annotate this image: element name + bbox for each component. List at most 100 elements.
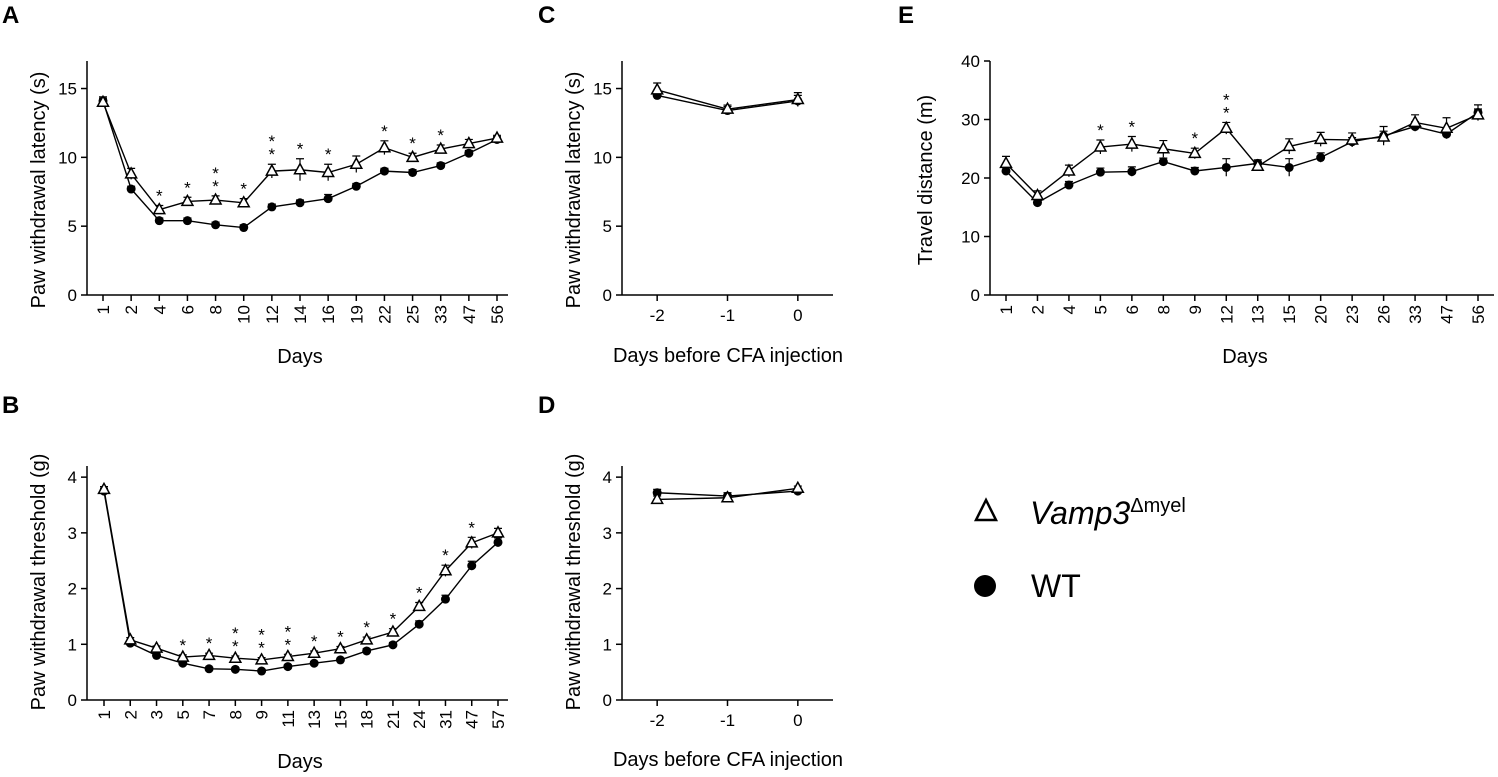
panel-e-x-tick-label: 20	[1312, 305, 1331, 324]
panel-a-wt-point	[464, 148, 474, 158]
panel-e-x-tick-label: 4	[1060, 305, 1079, 314]
panel-a-x-tick-label: 12	[263, 305, 282, 324]
panel-b-wt-point	[309, 658, 319, 668]
panel-e-significance-star: *	[1223, 90, 1230, 109]
panel-e-x-tick-label: 8	[1154, 305, 1173, 314]
panel-a-wt-point	[182, 216, 192, 226]
panel-a-vamp-point	[349, 156, 364, 169]
panel-a-wt-point	[379, 166, 389, 176]
panel-b-wt-point	[440, 594, 450, 604]
panel-e-x-tick-label: 56	[1469, 305, 1488, 324]
panel-b-significance-star: *	[363, 618, 370, 637]
panel-a-x-tick-label: 2	[122, 305, 141, 314]
panel-d-vamp-point	[650, 491, 664, 505]
panel-e-y-tick-label: 20	[961, 169, 980, 188]
panel-b-xlabel: Days	[277, 751, 323, 773]
panel-e-vamp-point	[1093, 139, 1108, 152]
panel-b-y-tick-label: 4	[68, 468, 77, 487]
panel-a-vamp-point	[462, 136, 476, 149]
panel-a-wt-point	[408, 167, 418, 177]
panel-b-x-tick-label: 13	[305, 710, 324, 729]
panel-e-x-tick-label: 15	[1280, 305, 1299, 324]
panel-b-wt-point	[152, 650, 162, 660]
panel-e-x-tick-label: 26	[1375, 305, 1394, 324]
panel-b-significance-star: *	[285, 635, 292, 654]
panel-b-x-tick-label: 21	[384, 710, 403, 729]
panel-a-x-tick-label: 19	[347, 305, 366, 324]
panel-b-wt-point	[335, 655, 345, 665]
panel-a-vamp-point	[180, 193, 195, 207]
panel-a-significance-star: *	[212, 177, 219, 196]
panel-a-x-tick-label: 16	[319, 305, 338, 324]
panel-b-vamp-point	[438, 563, 453, 576]
panel-e-y-tick-label: 0	[971, 286, 980, 305]
panel-b-x-tick-label: 47	[463, 710, 482, 729]
panel-a-vamp-point	[405, 149, 420, 163]
panel-a-wt-point	[323, 194, 333, 204]
panel-b-significance-star: *	[285, 622, 292, 641]
panel-e-wt-point	[1158, 157, 1168, 167]
panel-e-vamp-point	[1156, 141, 1171, 154]
panel-d-y-tick-label: 2	[603, 580, 612, 599]
panel-a-y-tick-label: 5	[68, 217, 77, 236]
panel-b-wt-point	[283, 662, 293, 672]
panel-b-significance-star: *	[416, 584, 423, 603]
panel-a-significance-star: *	[297, 140, 304, 159]
panel-e-significance-star: *	[1129, 117, 1136, 136]
panel-e-x-tick-label: 1	[997, 305, 1016, 314]
panel-e-wt-point	[1316, 153, 1326, 163]
panel-e-wt-point	[1095, 167, 1105, 177]
panel-a-significance-star: *	[325, 145, 332, 164]
panel-e-y-tick-label: 40	[961, 52, 980, 71]
panel-a-vamp-point	[321, 164, 335, 178]
panel-b-x-tick-label: 2	[121, 710, 140, 719]
panel-d-x-tick-label: -2	[650, 711, 665, 730]
panel-b-y-tick-label: 2	[68, 580, 77, 599]
legend-open-triangle-marker	[973, 497, 999, 522]
panel-b-vamp-point	[491, 525, 505, 538]
panel-b-wt-point	[493, 537, 503, 547]
panel-e-x-tick-label: 9	[1186, 305, 1205, 314]
panel-b-significance-star: *	[232, 637, 239, 656]
panel-a-vamp-point	[96, 94, 110, 108]
panel-e-vamp-point	[1030, 187, 1045, 201]
panel-a-significance-star: *	[409, 134, 416, 153]
panel-a-x-tick-label: 22	[375, 305, 394, 324]
panel-a-wt-point	[154, 216, 164, 226]
panel-b-wt-point	[257, 666, 267, 676]
panel-e-y-tick-label: 30	[961, 111, 980, 130]
panel-a-vamp-point	[236, 195, 251, 208]
panel-d-vamp-point	[720, 490, 735, 503]
panel-b-significance-star: *	[311, 632, 318, 651]
panel-c-ylabel: Paw withdrawal latency (s)	[563, 72, 585, 309]
panel-b-y-tick-label: 1	[68, 635, 77, 654]
panel-e-wt-point	[1284, 162, 1294, 172]
panel-a-x-tick-label: 56	[488, 305, 507, 324]
panel-e-x-tick-label: 12	[1217, 305, 1236, 324]
panel-d-y-tick-label: 3	[603, 524, 612, 543]
panel-e-x-tick-label: 6	[1123, 305, 1142, 314]
panel-e-wt-point	[1064, 180, 1074, 190]
panel-c-plot: 0 5 10 15 -2 -1 0	[593, 61, 833, 325]
panel-e-xlabel: Days	[1222, 346, 1268, 368]
panel-c-vamp-point	[650, 82, 664, 95]
panel-c-y-tick-label: 10	[593, 148, 612, 167]
panel-d-xlabel: Days before CFA injection	[613, 749, 843, 771]
panel-a-vamp-point	[265, 163, 279, 176]
panel-b-vamp-point	[386, 624, 400, 637]
panel-c-x-tick-label: -2	[650, 306, 665, 325]
panel-b-x-tick-label: 7	[200, 710, 219, 719]
panel-e-vamp-point	[1250, 158, 1265, 172]
panel-b-significance-star: *	[258, 626, 265, 645]
panel-a-significance-star: *	[381, 122, 388, 141]
panel-a-wt-point	[267, 202, 277, 212]
panel-b-x-tick-label: 24	[410, 710, 429, 729]
panel-b-significance-star: *	[258, 639, 265, 658]
panel-e-wt-point	[1032, 198, 1042, 208]
panel-a-y-tick-label: 15	[58, 80, 77, 99]
panel-b-vamp-point	[149, 640, 164, 653]
